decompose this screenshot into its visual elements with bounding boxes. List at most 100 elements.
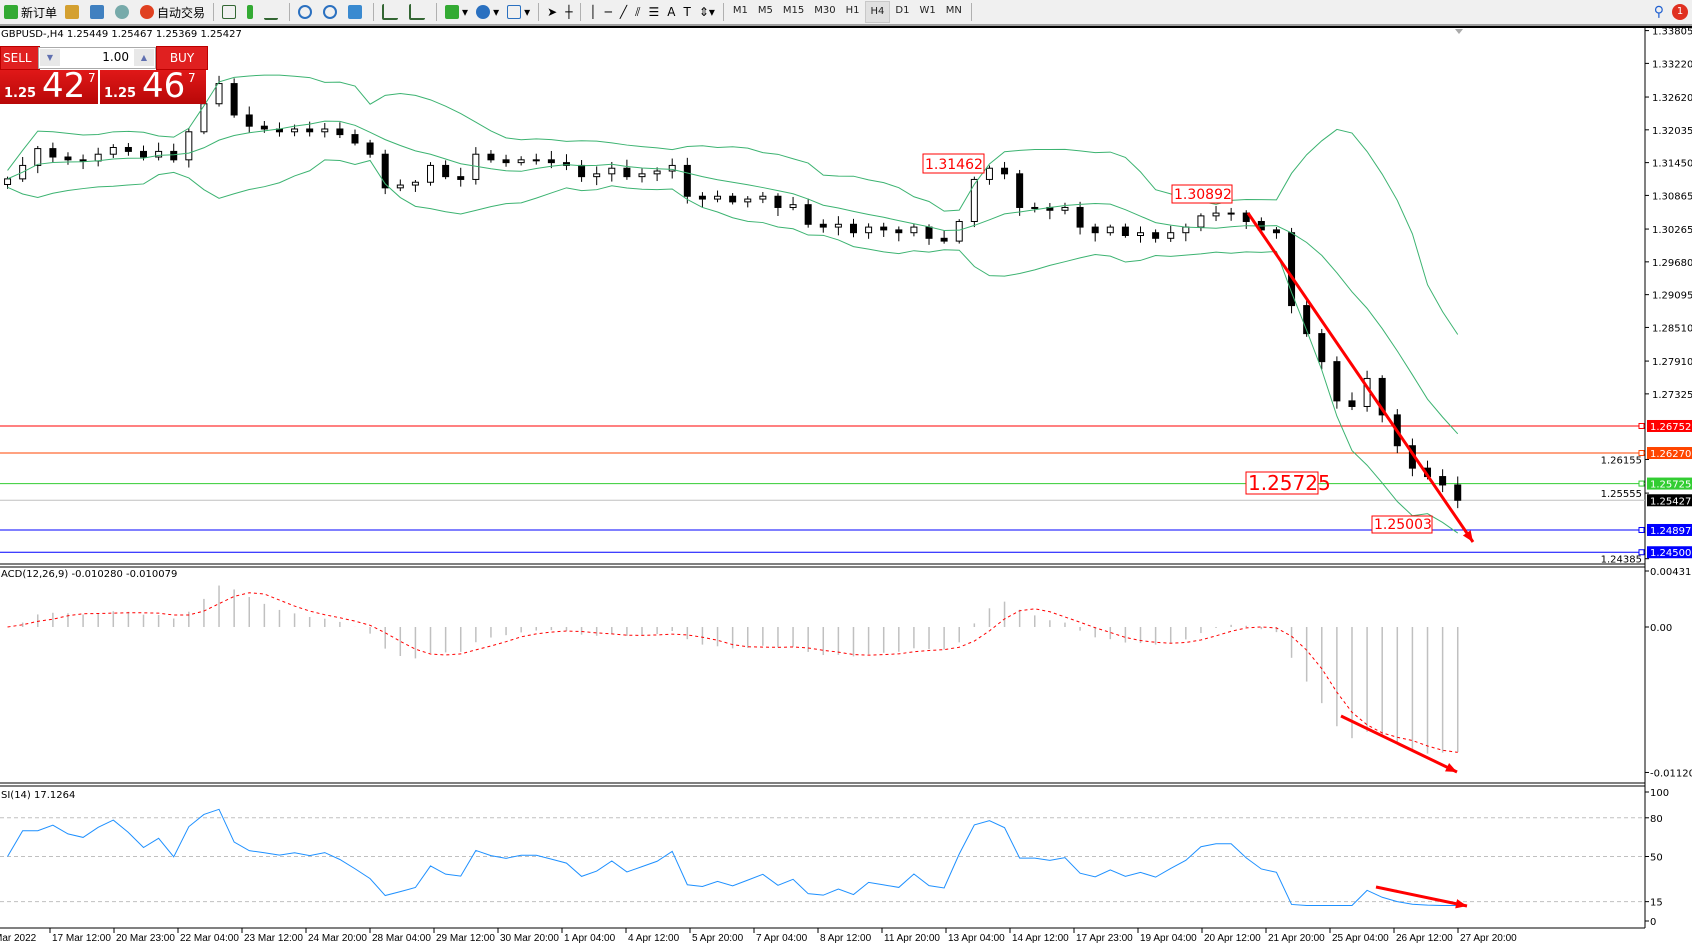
price-tick-label: 1.32035 — [1652, 126, 1692, 137]
price-line-label: 1.26270 — [1650, 449, 1691, 460]
candle-body — [547, 159, 555, 164]
sell-price[interactable]: 1.25 42 7 — [0, 66, 98, 106]
time-tick-label: 20 Mar 23:00 — [116, 933, 175, 944]
separator — [722, 3, 724, 21]
candle-body — [849, 223, 857, 234]
text-icon: A — [667, 5, 676, 19]
lot-decrease-button[interactable]: ▼ — [40, 49, 60, 66]
candle-body — [653, 170, 661, 175]
price-line-label-bg — [1647, 419, 1692, 432]
equidistant-channel-button[interactable]: ⫽ — [631, 2, 644, 22]
templates-button[interactable]: ▾ — [503, 2, 534, 22]
bar-chart-button[interactable] — [218, 2, 243, 22]
buy-price[interactable]: 1.25 46 7 — [100, 66, 206, 106]
crosshair-button[interactable]: ┼ — [561, 2, 576, 22]
time-tick-label: 13 Apr 04:00 — [948, 933, 1005, 944]
time-tick-label: 28 Mar 04:00 — [372, 933, 431, 944]
candle-body — [1212, 212, 1220, 217]
candle-body — [774, 195, 782, 208]
indicators-button[interactable]: ▾ — [441, 2, 472, 22]
timeframe-mn[interactable]: MN — [945, 5, 962, 16]
price-chart[interactable]: 1.33805 1.33220 1.32620 1.32035 1.31450 1.308… — [0, 26, 1692, 945]
time-tick-label: 4 Apr 12:00 — [628, 933, 680, 944]
separator — [289, 3, 291, 21]
tile-windows-icon — [348, 5, 363, 19]
separator — [436, 3, 438, 21]
signals-button[interactable] — [111, 2, 136, 22]
timeframe-h1[interactable]: H1 — [845, 5, 860, 16]
timeframe-h4[interactable]: H4 — [864, 1, 891, 23]
tile-windows-button[interactable] — [344, 2, 369, 22]
candle-body — [1182, 226, 1190, 234]
navigator-icon — [90, 5, 105, 19]
candle-body — [1016, 173, 1024, 208]
notifications-button[interactable]: 1 — [1668, 2, 1692, 22]
lot-size-input[interactable]: ▼ 1.00 ▲ — [38, 47, 156, 69]
market-watch-button[interactable] — [61, 2, 86, 22]
lot-increase-button[interactable]: ▲ — [134, 49, 154, 66]
price-tick-label: 1.30865 — [1652, 191, 1692, 202]
candle-body — [155, 150, 163, 158]
candle-body — [1121, 226, 1129, 236]
equidistant-channel-icon: ⫽ — [635, 4, 641, 19]
zoom-in-button[interactable] — [294, 2, 319, 22]
search-button[interactable]: ⚲ — [1650, 2, 1668, 22]
price-line-label: 1.25427 — [1650, 496, 1691, 507]
new-order-icon — [4, 5, 18, 19]
cursor-button[interactable]: ➤ — [543, 2, 561, 22]
time-tick-label: 29 Mar 12:00 — [436, 933, 495, 944]
candle-body — [804, 204, 812, 225]
chart-shift-button[interactable] — [378, 2, 405, 22]
bar-chart-icon — [222, 5, 237, 19]
time-tick-label: 27 Apr 20:00 — [1460, 933, 1517, 944]
timeframe-w1[interactable]: W1 — [919, 5, 936, 16]
timeframe-d1[interactable]: D1 — [895, 5, 910, 16]
time-tick-label: Mar 2022 — [0, 933, 37, 944]
arrows-button[interactable]: ⇕ ▾ — [695, 2, 719, 22]
auto-scroll-button[interactable] — [405, 2, 432, 22]
candle-body — [970, 178, 978, 222]
buy-button[interactable]: BUY — [156, 46, 208, 70]
periods-button[interactable]: ▾ — [472, 2, 503, 22]
vertical-line-button[interactable]: │ — [585, 2, 600, 22]
chart-shift-marker — [1455, 29, 1463, 34]
new-order-button[interactable]: 新订单 — [0, 2, 61, 22]
candle-body — [260, 125, 268, 130]
horizontal-line-icon: ─ — [604, 5, 612, 19]
text-button[interactable]: A — [663, 2, 679, 22]
line-handle — [1638, 450, 1645, 457]
candle-body — [1333, 361, 1341, 402]
vertical-line-icon: │ — [589, 5, 597, 19]
price-line-label: 1.26752 — [1650, 422, 1691, 433]
auto-trading-button[interactable]: 自动交易 — [136, 2, 209, 22]
timeframe-m30[interactable]: M30 — [814, 5, 836, 16]
timeframe-m1[interactable]: M1 — [732, 5, 748, 16]
trendline-button[interactable]: ╱ — [616, 2, 631, 22]
text-label-button[interactable]: T — [679, 2, 694, 22]
navigator-button[interactable] — [86, 2, 111, 22]
candlestick-button[interactable] — [243, 2, 260, 22]
candle-body — [1454, 484, 1462, 501]
price-label-box — [1371, 515, 1433, 534]
fibonacci-button[interactable]: ☰ — [644, 2, 663, 22]
search-icon: ⚲ — [1653, 4, 1664, 20]
horizontal-line-button[interactable]: ─ — [601, 2, 616, 22]
timeframe-m15[interactable]: M15 — [782, 5, 805, 16]
rsi-tick-label: 80 — [1650, 814, 1663, 825]
candle-body — [245, 114, 253, 127]
price-label-box — [922, 153, 985, 174]
candle-body — [381, 153, 389, 189]
line-chart-button[interactable] — [260, 2, 285, 22]
sell-button[interactable]: SELL — [0, 46, 40, 70]
candle-body — [34, 148, 42, 166]
zoom-out-button[interactable] — [319, 2, 344, 22]
chart-title: GBPUSD-,H4 1.25449 1.25467 1.25369 1.254… — [1, 29, 242, 40]
trend-arrow — [1246, 212, 1475, 543]
candle-body — [819, 223, 827, 228]
candle-body — [140, 150, 148, 158]
time-tick-label: 17 Mar 12:00 — [52, 933, 111, 944]
candle-body — [925, 226, 933, 239]
candle-body — [124, 146, 132, 152]
timeframe-m5[interactable]: M5 — [757, 5, 773, 16]
candle-body — [79, 159, 87, 162]
